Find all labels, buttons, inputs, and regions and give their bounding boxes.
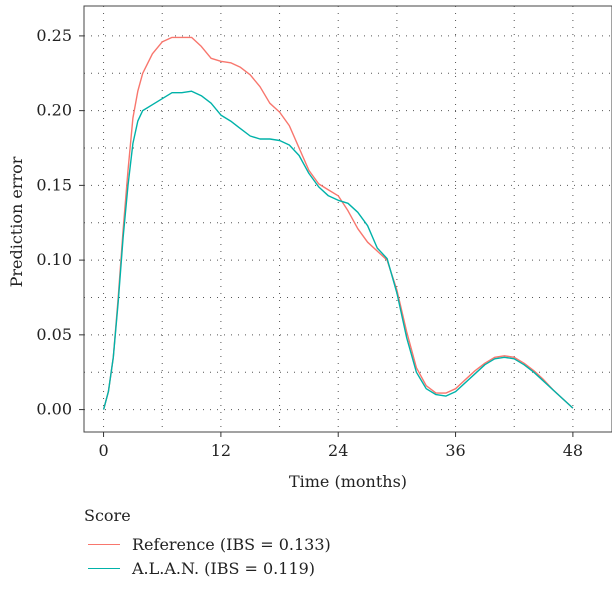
legend-key-reference <box>88 543 120 545</box>
series <box>102 36 574 410</box>
axes: 0 12 24 36 48 0.00 0.05 0.10 0.15 0.20 0.25 <box>36 26 583 460</box>
legend-item-alan: A.L.A.N. (IBS = 0.119) <box>84 556 331 580</box>
x-axis-label: Time (months) <box>289 472 407 491</box>
legend-label-alan: A.L.A.N. (IBS = 0.119) <box>132 558 316 578</box>
x-tick-label: 12 <box>211 441 231 460</box>
plot-frame <box>83 5 612 433</box>
x-tick-label: 24 <box>328 441 348 460</box>
prediction-error-chart: 0 12 24 36 48 0.00 0.05 0.10 0.15 0.20 0.25 Time (… <box>7 5 612 491</box>
y-tick-label: 0.00 <box>36 400 72 419</box>
y-tick-label: 0.15 <box>36 175 72 194</box>
series-line-reference <box>102 36 574 410</box>
series-line-alan <box>102 90 574 410</box>
y-axis-label: Prediction error <box>7 156 26 287</box>
y-tick-label: 0.25 <box>36 26 72 45</box>
legend-title: Score <box>84 506 131 525</box>
grid <box>84 6 612 432</box>
y-tick-label: 0.10 <box>36 250 72 269</box>
y-tick-label: 0.05 <box>36 325 72 344</box>
y-tick-label: 0.20 <box>36 101 72 120</box>
legend: Score Reference (IBS = 0.133) A.L.A.N. (… <box>84 506 331 580</box>
legend-label-reference: Reference (IBS = 0.133) <box>132 534 331 554</box>
x-tick-label: 48 <box>563 441 583 460</box>
legend-item-reference: Reference (IBS = 0.133) <box>84 532 331 556</box>
legend-key-alan <box>88 567 120 569</box>
x-tick-label: 0 <box>98 441 108 460</box>
x-tick-label: 36 <box>445 441 465 460</box>
